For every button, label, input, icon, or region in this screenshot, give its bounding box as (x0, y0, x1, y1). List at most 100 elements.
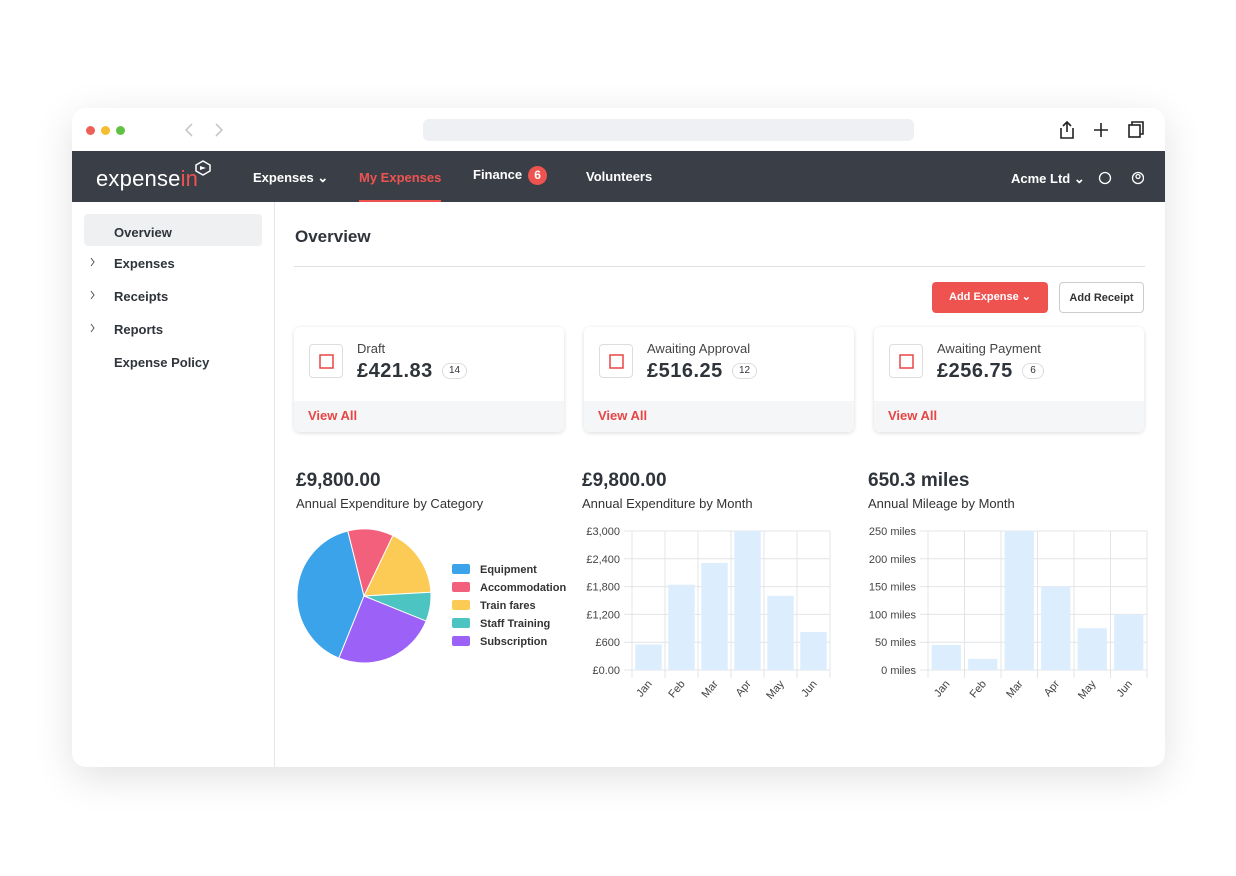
bar (1077, 628, 1107, 670)
nav-icons[interactable] (1098, 171, 1144, 185)
x-tick-label: Apr (1042, 678, 1062, 699)
nav-badge: 6 (528, 166, 548, 185)
chart-subtitle: Annual Mileage by Month (868, 496, 1015, 511)
bar (1114, 614, 1144, 670)
nav-item[interactable]: Expenses ⌄ (253, 170, 329, 185)
bar (1041, 586, 1071, 670)
card-label: Awaiting Payment (937, 341, 1041, 356)
top-nav: expensein Expenses ⌄ My Expenses Finance… (72, 151, 1165, 202)
pie-slice (363, 534, 432, 597)
side-item[interactable]: Expenses (114, 256, 175, 271)
browser-toolbar (72, 108, 1165, 151)
card-icon (889, 344, 923, 378)
x-tick-label: Mar (1004, 678, 1026, 700)
x-tick-label: Feb (968, 678, 989, 700)
view-all-link[interactable]: View All (874, 401, 1144, 432)
y-tick-label: 200 miles (869, 554, 917, 566)
browser-window: expensein Expenses ⌄ My Expenses Finance… (72, 108, 1165, 767)
y-tick-label: 250 miles (869, 526, 917, 538)
side-chevrons (90, 257, 95, 333)
chart-title: 650.3 miles (868, 470, 969, 491)
active-bg (84, 214, 262, 246)
bar (968, 658, 998, 670)
nav-label: Expenses (253, 170, 314, 185)
side-item[interactable]: Overview (114, 225, 172, 240)
card-count: 12 (732, 363, 758, 379)
bar (635, 644, 662, 670)
browser-actions[interactable] (1057, 120, 1147, 140)
chart-subtitle: Annual Expenditure by Month (582, 496, 753, 511)
pie-slice (296, 530, 365, 659)
card-amount: £516.25 (647, 360, 723, 382)
bar (800, 632, 827, 670)
chart-subtitle: Annual Expenditure by Category (296, 496, 484, 511)
legend-swatch (452, 618, 470, 628)
y-tick-label: £1,200 (586, 609, 620, 621)
address-bar[interactable] (423, 119, 914, 141)
legend-swatch (452, 636, 470, 646)
legend-label: Subscription (480, 636, 548, 648)
side-item[interactable]: Receipts (114, 289, 169, 304)
card-label: Draft (357, 341, 386, 356)
brand[interactable]: expensein (96, 166, 198, 192)
y-tick-label: 50 miles (875, 637, 916, 649)
card-icon (309, 344, 343, 378)
y-tick-label: £600 (596, 637, 620, 649)
view-all-link[interactable]: View All (294, 401, 564, 432)
x-tick-label: May (764, 678, 787, 702)
content: Overview Add Expense ⌄ Add Receipt Draft… (275, 202, 1165, 767)
card-icon (599, 344, 633, 378)
card-count: 14 (442, 363, 468, 379)
chart-title: £9,800.00 (296, 470, 381, 491)
card-amount: £256.75 (937, 360, 1013, 382)
bar (668, 584, 695, 670)
x-tick-label: May (1076, 678, 1099, 702)
y-tick-label: 0 miles (881, 665, 916, 677)
legend-swatch (452, 600, 470, 610)
y-tick-label: £0.00 (592, 665, 620, 677)
side-item[interactable]: Reports (114, 322, 164, 337)
add-expense-button[interactable]: Add Expense ⌄ (932, 282, 1048, 313)
card-amount: £421.83 (357, 360, 433, 382)
divider (294, 266, 1145, 267)
x-tick-label: Jan (634, 678, 655, 699)
nav-label: Finance (473, 167, 523, 182)
x-tick-label: Jun (1114, 678, 1135, 699)
brand-accent: in (180, 166, 199, 191)
bar (734, 531, 761, 670)
account-name: Acme Ltd (1011, 171, 1071, 186)
view-all-link[interactable]: View All (584, 401, 854, 432)
legend-label: Accommodation (480, 582, 566, 594)
chart-title: £9,800.00 (582, 470, 667, 491)
side-item[interactable]: Expense Policy (114, 355, 210, 370)
bar (931, 644, 961, 670)
card-count: 6 (1022, 363, 1044, 379)
bar (767, 595, 794, 670)
button-label: Add Expense (949, 291, 1019, 303)
y-tick-label: 150 miles (869, 582, 917, 594)
nav-item[interactable]: Volunteers (586, 169, 653, 184)
x-tick-label: Feb (666, 678, 687, 700)
max-dot[interactable] (116, 126, 125, 135)
summary-card: Awaiting Payment £256.75 6 View All (874, 327, 1144, 432)
x-tick-label: Jun (799, 678, 820, 699)
min-dot[interactable] (101, 126, 110, 135)
account-menu[interactable]: Acme Ltd ⌄ (1011, 171, 1085, 186)
nav-item[interactable]: Finance 6 (473, 166, 548, 185)
summary-card: Awaiting Approval £516.25 12 View All (584, 327, 854, 432)
legend-swatch (452, 564, 470, 574)
history-arrows[interactable] (182, 122, 226, 138)
page-title: Overview (295, 227, 371, 246)
legend-label: Equipment (480, 564, 537, 576)
x-tick-label: Jan (932, 678, 953, 699)
close-dot[interactable] (86, 126, 95, 135)
bar (1004, 531, 1034, 670)
nav-item[interactable]: My Expenses (359, 170, 442, 202)
y-tick-label: £2,400 (586, 554, 620, 566)
y-tick-label: £1,800 (586, 582, 620, 594)
card-label: Awaiting Approval (647, 341, 751, 356)
add-receipt-button[interactable]: Add Receipt (1059, 282, 1144, 313)
legend-label: Staff Training (480, 618, 550, 630)
